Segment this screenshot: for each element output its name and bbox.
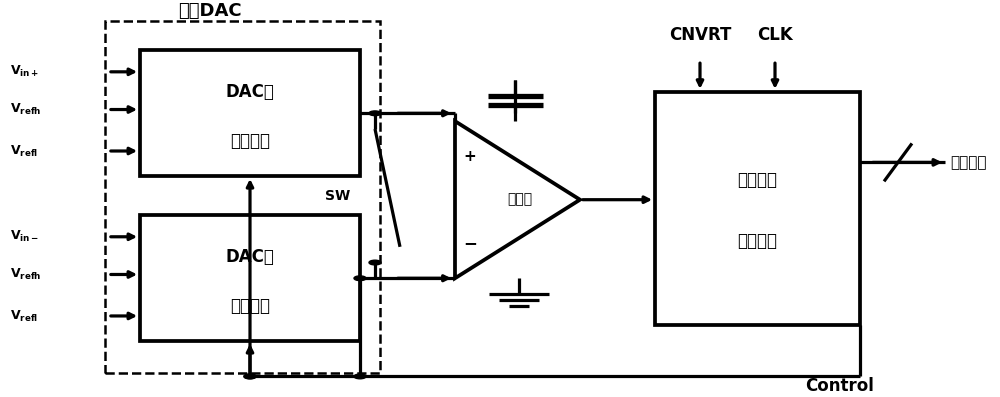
Text: $\mathbf{V_{refl}}$: $\mathbf{V_{refl}}$ [10, 308, 38, 324]
Bar [655, 92, 860, 326]
Text: 比较器: 比较器 [507, 193, 533, 207]
Text: SW: SW [325, 189, 350, 203]
Text: 数字输出: 数字输出 [950, 155, 986, 170]
Bar [140, 216, 360, 341]
Text: $\mathbf{V_{in+}}$: $\mathbf{V_{in+}}$ [10, 64, 39, 79]
Circle shape [369, 111, 381, 116]
Circle shape [354, 276, 366, 281]
Text: $\mathbf{V_{in-}}$: $\mathbf{V_{in-}}$ [10, 229, 39, 244]
Text: $\mathbf{V_{refh}}$: $\mathbf{V_{refh}}$ [10, 102, 41, 117]
Text: −: − [463, 234, 477, 252]
Text: 开关网络: 开关网络 [230, 132, 270, 150]
Text: DAC、: DAC、 [226, 248, 274, 266]
Text: Control: Control [806, 377, 874, 395]
Text: $\mathbf{V_{refl}}$: $\mathbf{V_{refl}}$ [10, 143, 38, 158]
Text: 逐次逼近: 逐次逼近 [738, 172, 778, 189]
Circle shape [244, 374, 256, 379]
Polygon shape [455, 121, 580, 278]
Text: $\mathbf{V_{refh}}$: $\mathbf{V_{refh}}$ [10, 267, 41, 282]
Text: +: + [464, 149, 476, 164]
Circle shape [369, 260, 381, 265]
Bar [105, 21, 380, 372]
Text: DAC、: DAC、 [226, 83, 274, 101]
Text: 差分DAC: 差分DAC [178, 2, 241, 20]
Text: 控制逻辑: 控制逻辑 [738, 232, 778, 250]
Text: CNVRT: CNVRT [669, 26, 731, 44]
Bar [140, 50, 360, 176]
Text: CLK: CLK [757, 26, 793, 44]
Text: 开关网络: 开关网络 [230, 297, 270, 315]
Circle shape [354, 374, 366, 379]
Circle shape [244, 374, 256, 379]
